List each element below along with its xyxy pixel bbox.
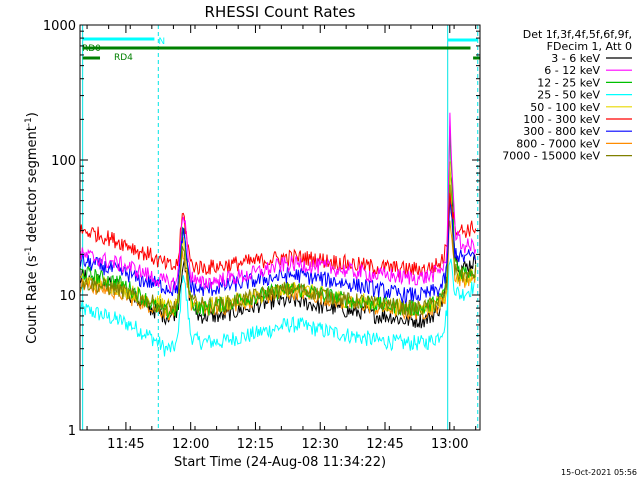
series-line-12to25keV <box>80 125 477 319</box>
y-axis-label: Count Rate (s-1 detector segment-1) <box>24 112 40 344</box>
series-line-7000to15000keV <box>80 184 477 317</box>
bar-label-rd4: RD4 <box>114 53 133 63</box>
legend-label-5: 100 - 300 keV <box>523 113 600 126</box>
y-tick-label-10: 10 <box>59 289 76 304</box>
chart-title: RHESSI Count Rates <box>205 3 356 21</box>
y-tick-label-100: 100 <box>51 154 76 169</box>
axes: 1 10 100 1000 11:45 12:00 12:15 12:30 12:45 13:00 <box>43 19 481 452</box>
x-tick-label-11:45: 11:45 <box>107 437 144 452</box>
bar-label-rd0: RD0 <box>82 44 101 54</box>
legend-label-2: 12 - 25 keV <box>537 76 600 89</box>
x-axis-label: Start Time (24-Aug-08 11:34:22) <box>174 455 386 470</box>
legend-label-1: 6 - 12 keV <box>544 64 600 77</box>
plot-frame <box>79 24 481 431</box>
timestamp: 15-Oct-2021 05:56 <box>561 468 637 477</box>
legend-label-8: 7000 - 15000 keV <box>502 150 600 163</box>
y-tick-label-1: 1 <box>68 424 76 439</box>
plot-area: RD0 RD4 N <box>80 25 480 430</box>
x-tick-label-12:15: 12:15 <box>237 437 274 452</box>
legend-label-6: 300 - 800 keV <box>523 125 600 138</box>
series-line-25to50keV <box>80 258 477 357</box>
x-tick-label-12:00: 12:00 <box>172 437 209 452</box>
bar-label-n: N <box>158 37 165 47</box>
legend-label-0: 3 - 6 keV <box>551 52 600 65</box>
legend-label-7: 800 - 7000 keV <box>516 137 600 150</box>
x-tick-label-12:45: 12:45 <box>366 437 403 452</box>
series-line-300to800keV <box>80 196 477 305</box>
series-line-100to300keV <box>80 192 477 278</box>
legend-label-4: 50 - 100 keV <box>530 101 600 114</box>
legend-header-line1: Det 1f,3f,4f,5f,6f,9f, <box>523 28 632 41</box>
legend-header-line2: FDecim 1, Att 0 <box>547 40 632 53</box>
series-line-6to12keV <box>80 112 477 292</box>
x-tick-label-13:00: 13:00 <box>431 437 468 452</box>
y-tick-label-1000: 1000 <box>43 19 76 34</box>
legend-label-3: 25 - 50 keV <box>537 89 600 102</box>
x-tick-label-12:30: 12:30 <box>301 437 338 452</box>
